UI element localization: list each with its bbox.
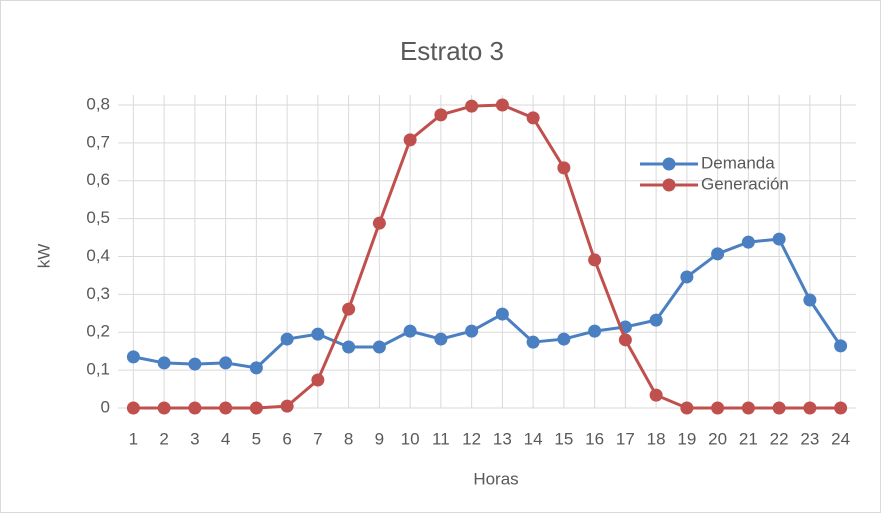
data-point: [588, 324, 602, 338]
data-point: [219, 401, 233, 415]
y-tick-label: 0,7: [86, 132, 110, 151]
y-tick-label: 0,6: [86, 170, 110, 189]
x-tick-label: 21: [739, 429, 758, 448]
data-point: [465, 99, 479, 113]
x-tick-label: 14: [524, 429, 543, 448]
data-point: [495, 98, 509, 112]
y-tick-label: 0: [101, 397, 110, 416]
legend-marker: [662, 178, 676, 192]
y-tick-label: 0,4: [86, 246, 110, 265]
legend-label: Demanda: [701, 153, 775, 172]
data-point: [188, 357, 202, 371]
data-point: [157, 401, 171, 415]
x-tick-label: 12: [462, 429, 481, 448]
data-point: [249, 401, 263, 415]
x-tick-label: 11: [432, 429, 450, 448]
data-point: [280, 332, 294, 346]
x-tick-label: 18: [647, 429, 666, 448]
data-point: [249, 361, 263, 375]
x-tick-label: 9: [375, 429, 384, 448]
x-tick-label: 19: [677, 429, 696, 448]
data-point: [342, 302, 356, 316]
data-point: [680, 401, 694, 415]
y-tick-label: 0,2: [86, 322, 110, 341]
x-tick-label: 3: [190, 429, 199, 448]
data-point: [372, 216, 386, 230]
data-point: [741, 235, 755, 249]
x-tick-label: 7: [313, 429, 322, 448]
x-tick-label: 24: [831, 429, 850, 448]
data-point: [649, 388, 663, 402]
x-tick-label: 5: [252, 429, 261, 448]
x-tick-label: 10: [401, 429, 420, 448]
data-point: [372, 340, 386, 354]
data-point: [772, 232, 786, 246]
legend-marker: [662, 157, 676, 171]
data-point: [311, 373, 325, 387]
data-point: [557, 332, 571, 346]
x-tick-label: 15: [554, 429, 573, 448]
data-point: [834, 339, 848, 353]
data-point: [649, 313, 663, 327]
data-point: [803, 293, 817, 307]
chart-title: Estrato 3: [400, 36, 504, 66]
data-point: [188, 401, 202, 415]
data-point: [403, 133, 417, 147]
x-tick-label: 13: [493, 429, 512, 448]
y-tick-label: 0,5: [86, 208, 110, 227]
x-tick-label: 20: [708, 429, 727, 448]
data-point: [157, 356, 171, 370]
x-tick-label: 23: [800, 429, 819, 448]
data-point: [434, 332, 448, 346]
data-point: [711, 401, 725, 415]
data-point: [588, 253, 602, 267]
x-tick-label: 17: [616, 429, 635, 448]
data-point: [465, 324, 479, 338]
x-tick-label: 22: [770, 429, 789, 448]
data-point: [126, 401, 140, 415]
legend-label: Generación: [701, 174, 789, 193]
x-tick-label: 1: [129, 429, 138, 448]
data-point: [311, 327, 325, 341]
data-point: [126, 350, 140, 364]
x-tick-label: 6: [282, 429, 291, 448]
data-point: [280, 399, 294, 413]
data-point: [403, 324, 417, 338]
y-tick-label: 0,3: [86, 284, 110, 303]
data-point: [526, 335, 540, 349]
data-point: [711, 247, 725, 261]
data-point: [618, 333, 632, 347]
x-tick-label: 16: [585, 429, 604, 448]
data-point: [680, 270, 694, 284]
y-tick-label: 0,8: [86, 94, 110, 113]
data-point: [772, 401, 786, 415]
data-point: [342, 340, 356, 354]
data-point: [741, 401, 755, 415]
data-point: [803, 401, 817, 415]
data-point: [219, 356, 233, 370]
data-point: [557, 161, 571, 175]
data-point: [495, 307, 509, 321]
y-tick-label: 0,1: [86, 360, 110, 379]
data-point: [434, 108, 448, 122]
x-tick-label: 2: [159, 429, 168, 448]
y-axis-label: kW: [34, 244, 53, 269]
x-axis-label: Horas: [473, 469, 518, 488]
x-tick-label: 8: [344, 429, 353, 448]
x-tick-label: 4: [221, 429, 230, 448]
data-point: [526, 111, 540, 125]
data-point: [834, 401, 848, 415]
